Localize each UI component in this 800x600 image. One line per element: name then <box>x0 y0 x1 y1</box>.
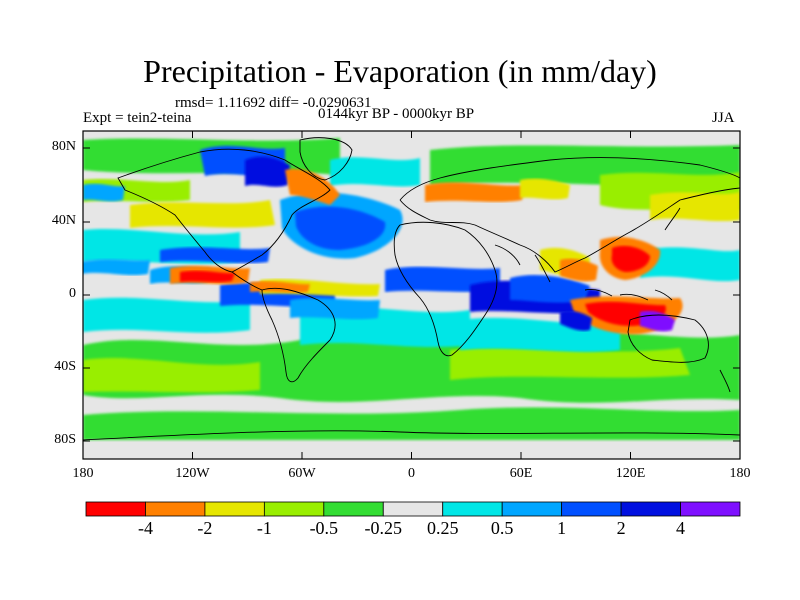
colorbar-label: -2 <box>197 518 213 538</box>
colorbar-label: 4 <box>676 518 686 538</box>
lat-tick-marks <box>83 147 740 442</box>
map-field <box>83 131 740 459</box>
map-title: Precipitation - Evaporation (in mm/day) <box>143 53 657 89</box>
lat-tick-0: 0 <box>69 286 76 301</box>
colorbar-swatch <box>85 501 146 517</box>
lon-tick-60w: 60W <box>288 466 316 481</box>
lon-tick-marks <box>82 131 741 459</box>
colorbar-swatch <box>561 501 622 517</box>
colorbar-swatch <box>263 501 325 517</box>
lon-tick-0: 0 <box>408 466 415 481</box>
statistics-text: rmsd= 1.11692 diff= -0.0290631 <box>175 95 372 111</box>
lon-tick-180-west: 180 <box>72 466 94 481</box>
experiment-label: Expt = tein2-teina <box>83 110 192 126</box>
colorbar-label: 0.25 <box>426 518 459 538</box>
colorbar-swatch <box>620 501 681 517</box>
lon-tick-180-east: 180 <box>729 466 751 481</box>
colorbar-swatch <box>204 501 265 517</box>
lon-tick-120e: 120E <box>615 466 646 481</box>
colorbar-swatch <box>382 501 444 517</box>
season-label: JJA <box>712 110 735 126</box>
colorbar-label: -0.5 <box>309 518 339 538</box>
colorbar-label: -1 <box>256 518 272 538</box>
colorbar <box>85 501 741 517</box>
colorbar-label: -0.25 <box>364 518 403 538</box>
colorbar-label: 1 <box>557 518 567 538</box>
lat-tick-40n: 40N <box>51 213 76 228</box>
colorbar-swatch <box>145 501 206 517</box>
colorbar-swatch <box>323 501 384 517</box>
colorbar-label: -4 <box>137 518 153 538</box>
colorbar-label: 2 <box>616 518 626 538</box>
colorbar-swatch <box>501 501 563 517</box>
lat-tick-80s: 80S <box>54 432 76 447</box>
colorbar-swatch <box>442 501 503 517</box>
lon-tick-120w: 120W <box>175 466 210 481</box>
colorbar-label: 0.5 <box>490 518 514 538</box>
coastlines <box>83 137 740 441</box>
period-label: 0144kyr BP - 0000kyr BP <box>318 106 475 122</box>
lat-tick-80n: 80N <box>51 139 76 154</box>
colorbar-swatch <box>680 501 741 517</box>
lat-tick-40s: 40S <box>54 359 76 374</box>
lon-tick-60e: 60E <box>509 466 533 481</box>
